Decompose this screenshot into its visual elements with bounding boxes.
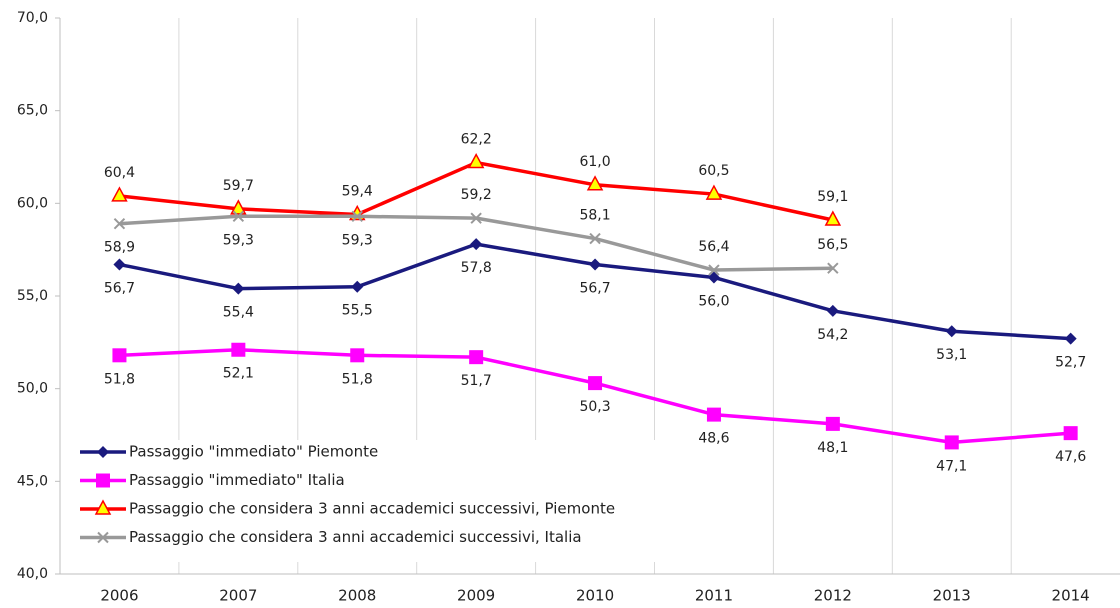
data-label: 59,2 (461, 187, 492, 203)
x-tick-label: 2012 (814, 587, 852, 605)
marker (944, 435, 959, 450)
y-tick-label: 70,0 (17, 10, 48, 26)
marker (588, 376, 603, 391)
marker (351, 280, 364, 293)
marker (825, 416, 840, 431)
marker (97, 531, 109, 544)
data-label: 55,4 (223, 305, 254, 321)
marker (827, 262, 839, 274)
marker (231, 342, 246, 357)
data-label: 47,1 (936, 458, 967, 474)
x-tick-label: 2007 (219, 587, 257, 605)
x-tick-label: 2014 (1052, 587, 1090, 605)
data-label: 56,7 (579, 280, 610, 296)
legend-box (72, 440, 692, 562)
marker (824, 210, 842, 226)
y-tick-label: 65,0 (17, 103, 48, 119)
data-label: 48,6 (698, 431, 729, 447)
x-tick-label: 2013 (933, 587, 971, 605)
marker (112, 348, 127, 363)
data-label: 48,1 (817, 440, 848, 456)
data-label: 56,4 (698, 239, 729, 255)
marker (97, 446, 109, 458)
y-tick-label: 45,0 (17, 473, 48, 489)
marker (94, 499, 112, 515)
y-tick-label: 40,0 (17, 566, 48, 582)
marker (1063, 426, 1078, 441)
data-label: 60,4 (104, 165, 135, 181)
marker (467, 152, 485, 169)
legend-label: Passaggio "immediato" Italia (129, 471, 345, 489)
marker (586, 175, 604, 191)
marker (350, 348, 365, 363)
marker (705, 184, 723, 200)
data-label: 61,0 (579, 154, 610, 170)
marker (230, 199, 247, 215)
marker (1064, 332, 1077, 345)
data-label: 50,3 (579, 399, 610, 415)
x-tick-label: 2008 (338, 587, 376, 605)
marker (351, 210, 363, 223)
marker (113, 218, 126, 230)
x-tick-label: 2010 (576, 587, 614, 605)
data-label: 58,9 (104, 240, 135, 256)
y-tick-label: 60,0 (17, 195, 48, 211)
data-label: 55,5 (342, 303, 373, 319)
marker (96, 473, 110, 488)
marker (706, 407, 721, 422)
marker (470, 212, 482, 224)
legend-label: Passaggio che considera 3 anni accademic… (129, 500, 615, 518)
data-label: 59,1 (817, 189, 848, 205)
x-tick-label: 2011 (695, 587, 733, 605)
marker (111, 186, 128, 202)
series-line (119, 347, 1071, 445)
data-label: 56,0 (698, 293, 729, 309)
data-label: 56,7 (104, 280, 135, 296)
data-label: 57,8 (461, 260, 492, 276)
data-label: 54,2 (817, 327, 848, 343)
data-label: 59,7 (223, 178, 254, 194)
marker (470, 238, 483, 251)
marker (589, 258, 602, 271)
legend-label: Passaggio che considera 3 anni accademic… (129, 528, 582, 546)
data-label: 56,5 (817, 237, 848, 253)
data-label: 47,6 (1055, 449, 1086, 465)
x-tick-label: 2006 (100, 587, 138, 605)
data-label: 58,1 (579, 208, 610, 224)
marker (232, 210, 245, 223)
data-label: 51,8 (342, 371, 373, 387)
data-label: 53,1 (936, 347, 967, 363)
data-label: 59,4 (342, 183, 373, 199)
legend-label: Passaggio "immediato" Piemonte (129, 443, 378, 461)
data-label: 51,7 (461, 373, 492, 389)
data-label: 60,5 (698, 163, 729, 179)
x-tick-label: 2009 (457, 587, 495, 605)
y-tick-label: 50,0 (17, 381, 48, 397)
marker (708, 264, 720, 276)
data-label: 52,1 (223, 366, 254, 382)
marker (469, 350, 484, 365)
marker (589, 232, 601, 245)
marker (945, 325, 958, 338)
data-label: 62,2 (461, 132, 492, 148)
legend: Passaggio "immediato" Piemonte Passaggio … (72, 440, 692, 562)
marker (232, 282, 245, 295)
data-label: 59,3 (223, 232, 254, 248)
marker (113, 258, 126, 271)
data-label: 51,8 (104, 371, 135, 387)
data-label: 59,3 (342, 232, 373, 248)
y-tick-label: 55,0 (17, 288, 48, 304)
data-label: 52,7 (1055, 355, 1086, 371)
marker (826, 304, 839, 317)
